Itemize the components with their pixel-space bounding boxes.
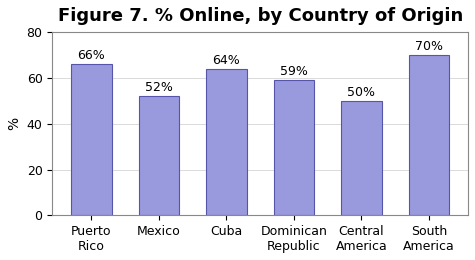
Title: Figure 7. % Online, by Country of Origin: Figure 7. % Online, by Country of Origin	[57, 7, 463, 25]
Text: 50%: 50%	[347, 86, 375, 99]
Bar	[274, 80, 314, 215]
Text: 70%: 70%	[415, 40, 443, 53]
Bar	[139, 96, 179, 215]
Text: 64%: 64%	[212, 54, 240, 67]
Text: 59%: 59%	[280, 65, 308, 78]
Bar	[341, 101, 381, 215]
Y-axis label: %: %	[7, 117, 21, 130]
Bar	[206, 69, 247, 215]
Text: 66%: 66%	[77, 49, 105, 62]
Bar	[408, 55, 449, 215]
Bar	[71, 64, 112, 215]
Text: 52%: 52%	[145, 81, 173, 94]
